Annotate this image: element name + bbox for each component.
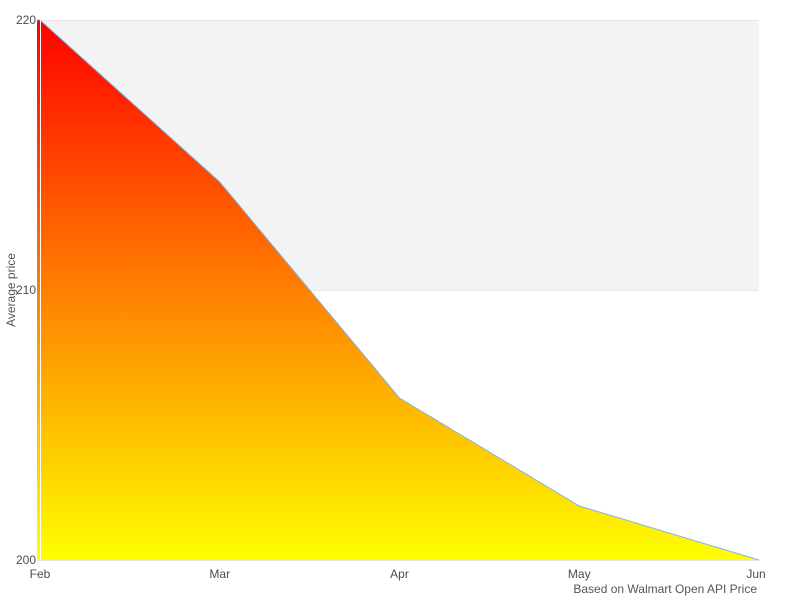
x-tick-label: Mar [209,567,231,581]
x-tick-label: May [567,567,591,581]
y-tick-label: 210 [15,283,36,297]
credits-text: Based on Walmart Open API Price [573,582,757,596]
area-series-fill [37,20,759,560]
y-tick-label: 200 [15,553,36,567]
x-tick-label: Jun [746,567,766,581]
y-tick-label: 220 [15,13,36,27]
area-series-line [37,19,760,561]
x-tick-label: Feb [29,567,51,581]
x-tick-label: Apr [390,567,409,581]
